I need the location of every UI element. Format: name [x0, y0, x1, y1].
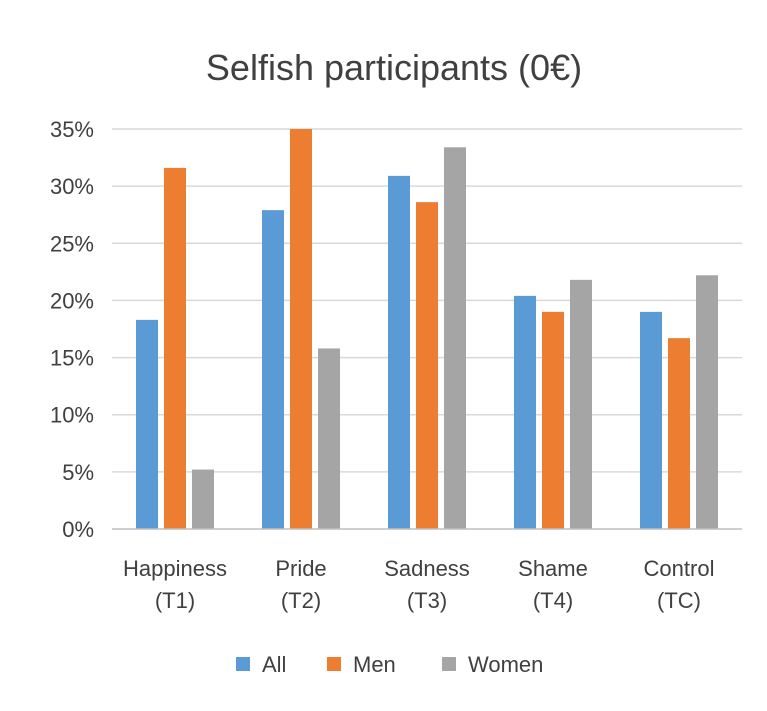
x-tick-label-line: (T1) [155, 588, 195, 613]
x-tick-label-line: Happiness [123, 556, 227, 581]
y-tick-label: 10% [50, 403, 94, 428]
bar-all [136, 319, 158, 529]
bar-women [570, 279, 592, 529]
legend-label: Men [353, 652, 396, 677]
x-axis-ticks: Happiness (T1) Pride (T2) Sadness (T3) Shame (T… [123, 556, 714, 613]
y-tick-label: 25% [50, 231, 94, 256]
bar-women [696, 275, 718, 529]
legend-item-men: Men [327, 652, 396, 677]
legend-swatch [327, 657, 341, 671]
bar-women [192, 469, 214, 529]
x-tick-label-line: Shame [518, 556, 588, 581]
bar-men [164, 167, 186, 529]
bar-men [290, 129, 312, 529]
legend-item-all: All [236, 652, 286, 677]
x-tick-label-line: (T4) [533, 588, 573, 613]
bar-all [262, 210, 284, 529]
legend-label: Women [468, 652, 543, 677]
y-axis-ticks: 0% 5% 10% 15% 20% 25% 30% 35% [50, 117, 94, 542]
y-tick-label: 30% [50, 174, 94, 199]
legend-item-women: Women [442, 652, 543, 677]
x-tick-label: Happiness (T1) [123, 556, 227, 613]
x-tick-label: Shame (T4) [518, 556, 588, 613]
chart-title: Selfish participants (0€) [206, 47, 582, 88]
x-tick-label-line: Pride [275, 556, 326, 581]
legend-swatch [442, 657, 456, 671]
bars [136, 129, 718, 530]
x-tick-label-line: (T3) [407, 588, 447, 613]
x-tick-label-line: Control [644, 556, 715, 581]
y-tick-label: 5% [62, 460, 94, 485]
y-tick-label: 35% [50, 117, 94, 142]
bar-men [668, 338, 690, 529]
x-tick-label-line: (T2) [281, 588, 321, 613]
legend: All Men Women [236, 652, 543, 677]
legend-swatch [236, 657, 250, 671]
y-tick-label: 15% [50, 346, 94, 371]
y-tick-label: 0% [62, 517, 94, 542]
bar-men [542, 311, 564, 529]
bar-men [416, 202, 438, 529]
bar-women [444, 147, 466, 530]
x-tick-label: Sadness (T3) [384, 556, 470, 613]
x-tick-label-line: Sadness [384, 556, 470, 581]
legend-label: All [262, 652, 286, 677]
y-tick-label: 20% [50, 288, 94, 313]
bar-all [640, 311, 662, 529]
bar-all [388, 175, 410, 529]
bar-all [514, 295, 536, 529]
x-tick-label-line: (TC) [657, 588, 701, 613]
x-tick-label: Control (TC) [644, 556, 715, 613]
bar-women [318, 348, 340, 529]
x-tick-label: Pride (T2) [275, 556, 326, 613]
